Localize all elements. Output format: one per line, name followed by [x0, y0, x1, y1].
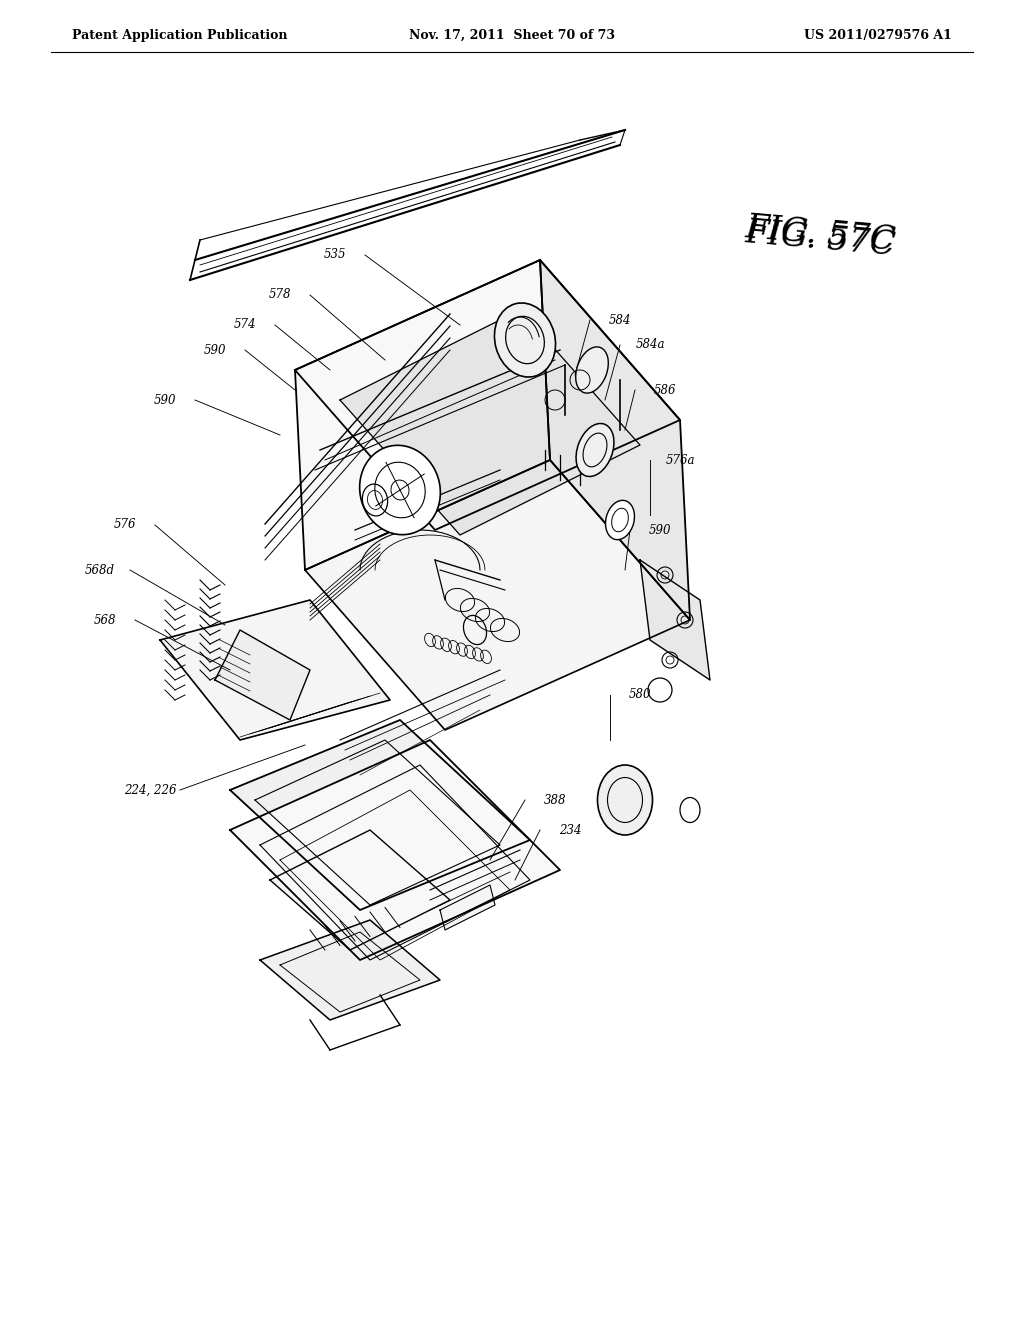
Text: 388: 388: [544, 793, 566, 807]
Ellipse shape: [359, 445, 440, 535]
Polygon shape: [440, 884, 495, 931]
Ellipse shape: [577, 424, 614, 477]
Polygon shape: [215, 630, 310, 719]
Polygon shape: [305, 459, 690, 730]
Text: 590: 590: [204, 343, 226, 356]
Ellipse shape: [597, 766, 652, 836]
Text: 234: 234: [559, 824, 582, 837]
Text: 586: 586: [653, 384, 676, 396]
Ellipse shape: [680, 797, 700, 822]
Text: FIG. 57C: FIG. 57C: [743, 213, 897, 257]
Polygon shape: [270, 830, 450, 950]
Polygon shape: [160, 601, 390, 741]
Text: Nov. 17, 2011  Sheet 70 of 73: Nov. 17, 2011 Sheet 70 of 73: [409, 29, 615, 41]
Polygon shape: [640, 560, 710, 680]
Text: 568: 568: [94, 614, 117, 627]
Text: 574: 574: [233, 318, 256, 331]
Ellipse shape: [495, 304, 556, 378]
Ellipse shape: [575, 347, 608, 393]
Text: 535: 535: [324, 248, 346, 261]
Text: 584a: 584a: [635, 338, 665, 351]
Text: 224, 226: 224, 226: [124, 784, 176, 796]
Text: 590: 590: [154, 393, 176, 407]
Polygon shape: [260, 920, 440, 1020]
Polygon shape: [230, 719, 530, 909]
Text: 568d: 568d: [85, 564, 115, 577]
Text: FIG. 57C: FIG. 57C: [743, 218, 897, 263]
Circle shape: [648, 678, 672, 702]
Polygon shape: [295, 260, 550, 570]
Polygon shape: [295, 260, 680, 531]
Text: US 2011/0279576 A1: US 2011/0279576 A1: [804, 29, 952, 41]
Text: 576: 576: [114, 519, 136, 532]
Polygon shape: [230, 741, 560, 960]
Text: 590: 590: [649, 524, 672, 536]
Text: 584: 584: [608, 314, 631, 326]
Text: 580: 580: [629, 689, 651, 701]
Polygon shape: [340, 310, 640, 535]
Text: 576a: 576a: [666, 454, 694, 466]
Text: 578: 578: [268, 289, 291, 301]
Text: Patent Application Publication: Patent Application Publication: [72, 29, 288, 41]
Polygon shape: [540, 260, 690, 620]
Ellipse shape: [605, 500, 635, 540]
Ellipse shape: [362, 484, 388, 516]
